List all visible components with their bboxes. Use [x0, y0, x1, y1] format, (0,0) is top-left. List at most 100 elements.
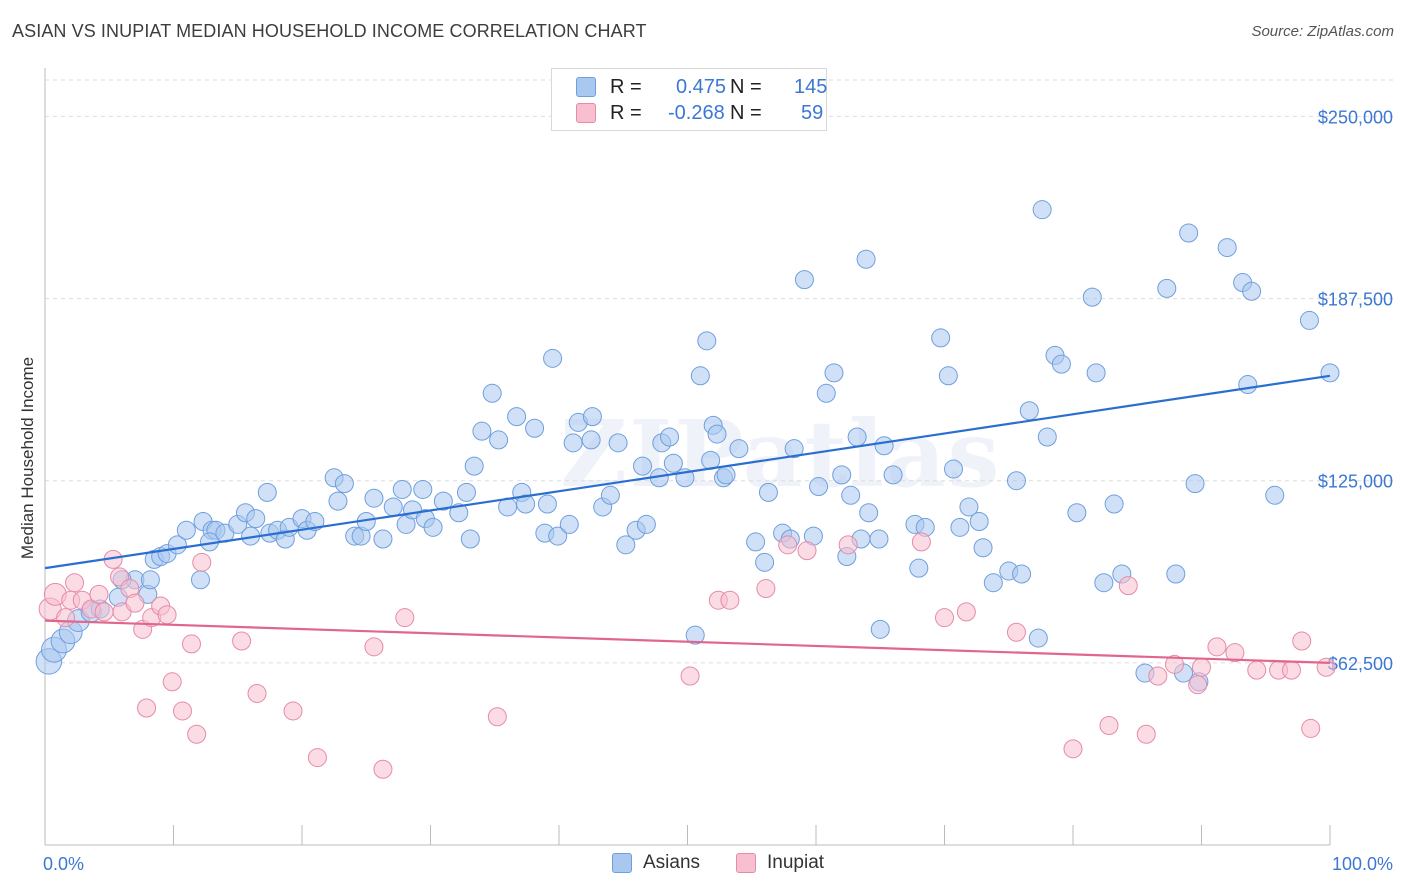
- inupiat-point: [797, 541, 817, 561]
- asians-point: [841, 485, 861, 505]
- n-label: N =: [730, 76, 762, 98]
- asians-point: [364, 488, 384, 508]
- inupiat-legend-swatch: [736, 853, 756, 873]
- asians-point: [746, 532, 766, 552]
- asians-point: [616, 535, 636, 555]
- asians-point: [507, 407, 527, 427]
- asians-point: [909, 558, 929, 578]
- asians-point: [690, 366, 710, 386]
- inupiat-point: [1148, 666, 1168, 686]
- asians-point: [464, 456, 484, 476]
- asians-point: [472, 421, 492, 441]
- y-tick-label: $187,500: [1318, 290, 1393, 310]
- asians-point: [516, 494, 536, 514]
- inupiat-point: [65, 573, 85, 593]
- inupiat-point: [956, 602, 976, 622]
- asians-point: [883, 465, 903, 485]
- asians-point: [973, 538, 993, 558]
- asians-point: [950, 517, 970, 537]
- r-label: R =: [610, 76, 642, 98]
- inupiat-point: [94, 602, 114, 622]
- inupiat-point: [1247, 660, 1267, 680]
- asians-point: [663, 453, 683, 473]
- inupiat-point: [911, 532, 931, 552]
- inupiat-point: [838, 535, 858, 555]
- inupiat-point: [373, 759, 393, 779]
- asians-point: [816, 383, 836, 403]
- inupiat-point: [1207, 637, 1227, 657]
- source-label: Source: ZipAtlas.com: [1251, 23, 1394, 40]
- asians-point: [543, 348, 563, 368]
- y-tick-label: $250,000: [1318, 107, 1393, 127]
- asians-point: [794, 270, 814, 290]
- inupiat-point: [778, 535, 798, 555]
- asians-point: [525, 418, 545, 438]
- inupiat-point: [1281, 660, 1301, 680]
- inupiat-point: [1063, 739, 1083, 759]
- asians-point: [809, 477, 829, 497]
- asians-point: [582, 407, 602, 427]
- y-tick-label: $62,500: [1328, 654, 1393, 674]
- inupiat-point: [125, 593, 145, 613]
- asians-point: [1265, 485, 1285, 505]
- inupiat-point: [720, 590, 740, 610]
- asians-point: [1051, 354, 1071, 374]
- n-label: N =: [730, 102, 762, 124]
- asians-point: [633, 456, 653, 476]
- asians-point: [1185, 474, 1205, 494]
- inupiat-point: [395, 608, 415, 628]
- asians-point: [943, 459, 963, 479]
- inupiat-legend-label: Inupiat: [767, 852, 825, 873]
- asians-point: [1082, 287, 1102, 307]
- asians-point: [176, 520, 196, 540]
- asians-point: [548, 526, 568, 546]
- r-label: R =: [610, 102, 642, 124]
- asians-point: [869, 529, 889, 549]
- chart-title: ASIAN VS INUPIAT MEDIAN HOUSEHOLD INCOME…: [12, 21, 647, 41]
- asians-point: [373, 529, 393, 549]
- asians-point: [581, 430, 601, 450]
- x-tick-label-left: 0.0%: [43, 854, 84, 874]
- asians-point: [383, 497, 403, 517]
- asians-point: [931, 328, 951, 348]
- y-tick-label: $125,000: [1318, 472, 1393, 492]
- inupiat-point: [56, 608, 76, 628]
- inupiat-point: [1192, 657, 1211, 677]
- asians-legend-label: Asians: [643, 852, 701, 873]
- inupiat-point: [307, 748, 327, 768]
- inupiat-point: [1118, 576, 1138, 596]
- inupiat-point: [487, 707, 507, 727]
- asians-point: [832, 465, 852, 485]
- inupiat-point: [1225, 643, 1245, 663]
- inupiat-point: [1136, 724, 1156, 744]
- asians-point: [983, 573, 1003, 593]
- asians-point: [969, 512, 989, 532]
- asians-point: [824, 363, 844, 383]
- asians-point: [489, 430, 509, 450]
- asians-point: [482, 383, 502, 403]
- asians-point: [433, 491, 453, 511]
- inupiat-point: [172, 701, 192, 721]
- inupiat-point: [232, 631, 252, 651]
- inupiat-point: [137, 698, 157, 718]
- inupiat-point: [283, 701, 303, 721]
- asians-point: [1032, 200, 1052, 220]
- inupiat-point: [181, 634, 201, 654]
- asians-point: [1037, 427, 1057, 447]
- asians-trendline: [44, 374, 1331, 570]
- asians-point: [847, 427, 867, 447]
- inupiat-point: [1292, 631, 1312, 651]
- asians-legend-swatch: [612, 853, 632, 873]
- asians-point: [246, 509, 266, 529]
- asians-point: [1242, 281, 1262, 301]
- inupiat-point: [187, 724, 207, 744]
- asians-point: [1238, 375, 1258, 395]
- asians-n-value: 145: [794, 76, 828, 98]
- inupiat-swatch: [576, 103, 596, 123]
- asians-point: [856, 249, 876, 269]
- asians-point: [460, 529, 480, 549]
- inupiat-point: [1006, 622, 1026, 642]
- asians-point: [660, 427, 680, 447]
- asians-point: [1094, 573, 1114, 593]
